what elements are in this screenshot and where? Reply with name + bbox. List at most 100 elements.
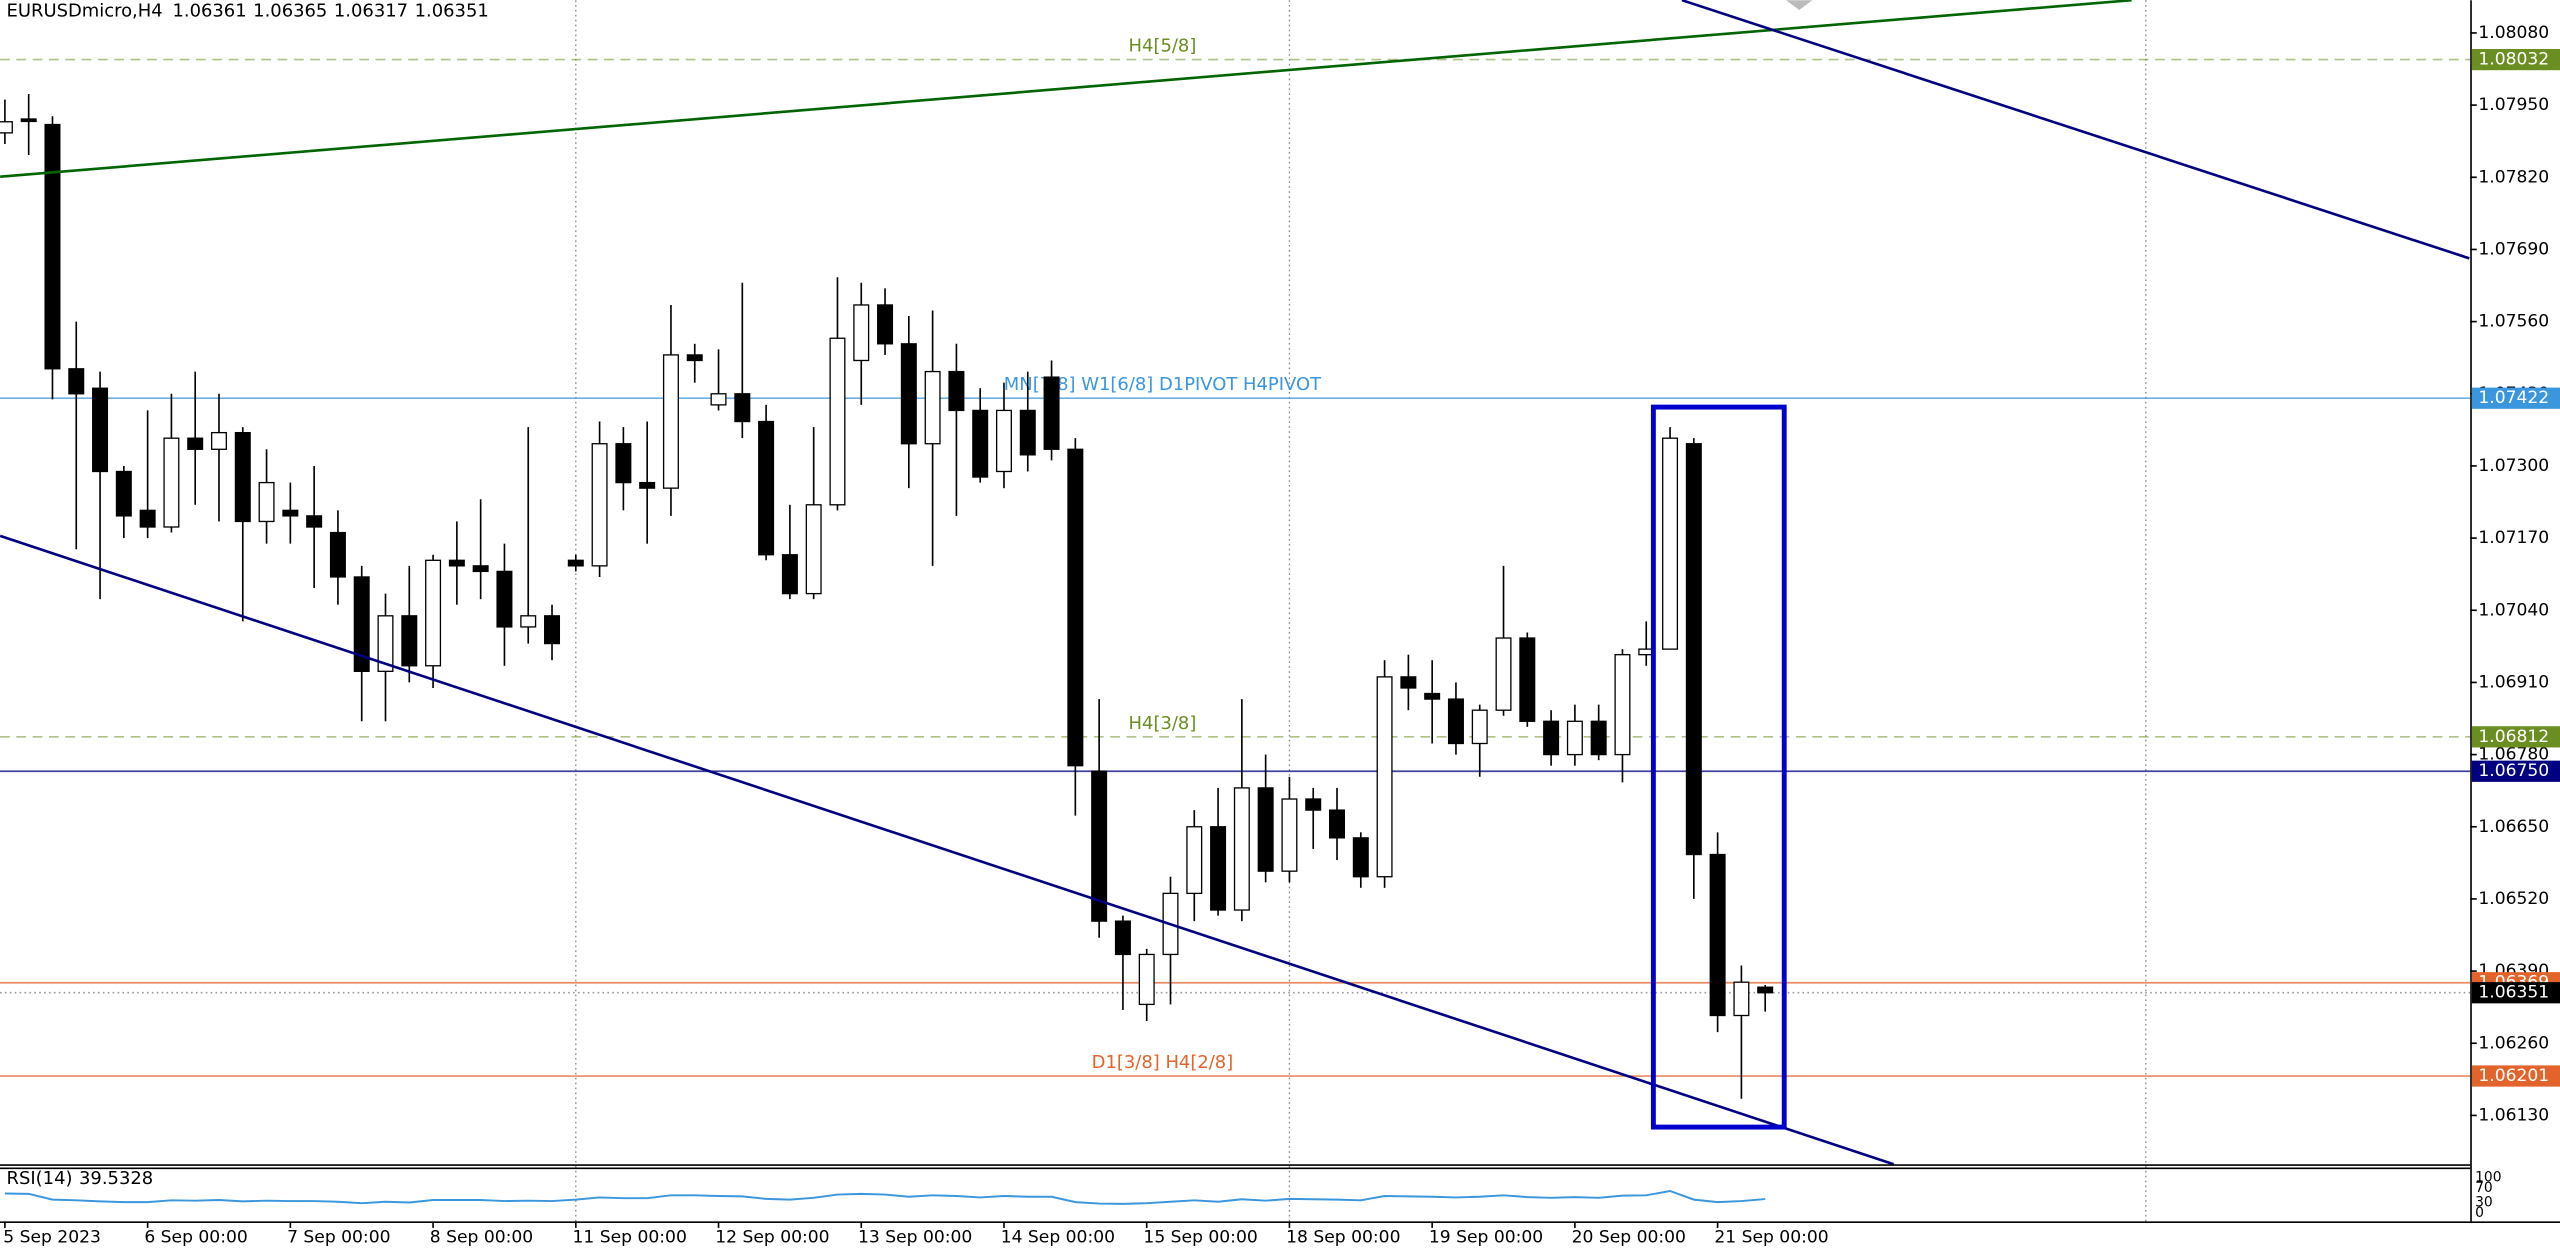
price-box-label: 1.06812 [2478, 727, 2549, 747]
candle-body [329, 531, 346, 578]
last-high: 1.06365 [253, 1, 327, 22]
price-box-label: 1.08032 [2478, 50, 2549, 70]
rsi-value: 39.5328 [79, 1168, 153, 1189]
level-label: MN[7/8] W1[6/8] D1PIVOT H4PIVOT [1004, 374, 1322, 395]
rsi-line [4, 1189, 1766, 1205]
rsi-tick-label: 30 [2475, 1194, 2493, 1210]
candle-body [472, 565, 489, 573]
rsi-label: RSI(14) 39.5328 [7, 1168, 154, 1189]
object-marker [1786, 0, 1813, 10]
price-box [2471, 387, 2560, 409]
levels: H4[5/8] MN[7/8] W1[6/8] D1PIVOT H4PIVOT H4… [0, 36, 2471, 1077]
level-label: D1[3/8] H4[2/8] [1092, 1052, 1234, 1073]
x-tick-label: 19 Sep 00:00 [1429, 1228, 1543, 1248]
candle-body [115, 470, 132, 517]
level-label: H4[3/8] [1129, 713, 1197, 734]
x-tick-label: 20 Sep 00:00 [1572, 1228, 1686, 1248]
candle-body [20, 118, 37, 123]
candle-body [758, 420, 775, 556]
y-tick-label: 1.07560 [2478, 312, 2549, 332]
price-box-label: 1.06750 [2478, 761, 2549, 781]
candle-body [853, 304, 870, 362]
candle-body [1186, 826, 1203, 895]
candle-body [1471, 709, 1488, 745]
candle-body [1400, 676, 1417, 689]
highlight-rectangle [1650, 404, 1787, 1130]
y-tick-label: 1.08080 [2478, 23, 2549, 43]
trend-line [0, 534, 1895, 1166]
y-tick-label: 1.07170 [2478, 528, 2549, 548]
candle-body [591, 443, 608, 567]
x-tick-label: 18 Sep 00:00 [1286, 1228, 1400, 1248]
price-box [2471, 760, 2560, 782]
candle-body [900, 343, 917, 445]
candle-body [234, 431, 251, 523]
price-axis-bg [2470, 0, 2560, 1251]
candle-body [1114, 920, 1131, 956]
y-tick-label: 1.06260 [2478, 1033, 2549, 1053]
candle-body [1519, 637, 1536, 722]
candle-body [1067, 448, 1084, 767]
candle-body [1043, 376, 1060, 450]
candle-body [829, 337, 846, 506]
y-tick-label: 1.07820 [2478, 167, 2549, 187]
candle-body [210, 431, 227, 450]
x-tick-label: 21 Sep 00:00 [1714, 1228, 1828, 1248]
candle-body [1685, 443, 1702, 856]
candle-body [1210, 826, 1227, 911]
candle-body [1376, 676, 1393, 878]
price-box-label: 1.07422 [2478, 388, 2549, 408]
price-box-label: 1.06201 [2478, 1066, 2549, 1086]
candle-body [662, 354, 679, 489]
x-tick-label: 12 Sep 00:00 [715, 1228, 829, 1248]
candle-body [0, 121, 13, 134]
last-open: 1.06361 [172, 1, 246, 22]
x-tick-label: 8 Sep 00:00 [430, 1228, 533, 1248]
candle-body [258, 481, 275, 523]
candle-body [1662, 437, 1679, 650]
candle-body [1019, 409, 1036, 456]
trend-line [1681, 0, 2470, 260]
candle-body [924, 370, 941, 445]
candle-body [139, 509, 156, 528]
candle-body [615, 443, 632, 484]
candle-body [1305, 798, 1322, 811]
axes: 1.08080 1.07950 1.07820 1.07690 1.07560 1.074… [3, 23, 2549, 1248]
candle-body [805, 504, 822, 595]
candle-body [781, 554, 798, 595]
price-box-label: 1.06351 [2478, 983, 2549, 1003]
candle-body [448, 559, 465, 567]
candle-body [1233, 787, 1250, 911]
rsi-title: RSI(14) [7, 1168, 73, 1189]
last-close: 1.06351 [415, 1, 489, 22]
candle-body [1543, 720, 1560, 756]
y-tick-label: 1.06650 [2478, 817, 2549, 837]
candle-body [68, 368, 85, 395]
candle-body [401, 615, 418, 667]
candle-body [425, 559, 442, 667]
candle-body [972, 409, 989, 478]
x-tick-label: 13 Sep 00:00 [858, 1228, 972, 1248]
y-tick-label: 1.06910 [2478, 672, 2549, 692]
x-tick-label: 7 Sep 00:00 [287, 1228, 390, 1248]
candle-body [1757, 986, 1774, 994]
x-tick-label: 5 Sep 2023 [3, 1228, 101, 1248]
candle-body [187, 437, 204, 450]
y-tick-label: 1.07040 [2478, 600, 2549, 620]
y-tick-label: 1.06780 [2478, 745, 2549, 765]
candle-body [1424, 692, 1441, 700]
price-box [2471, 48, 2560, 71]
candle-body [1566, 720, 1583, 756]
y-tick-label: 1.06130 [2478, 1105, 2549, 1125]
candle-body [948, 370, 965, 412]
symbol: EURUSDmicro,H4 [7, 1, 163, 22]
candle-body [1329, 809, 1346, 839]
level-label: H4[5/8] [1129, 36, 1197, 57]
trend-line [0, 0, 2132, 179]
rsi-tick-label: 70 [2475, 1180, 2493, 1196]
candles [0, 94, 1774, 1099]
candle-body [377, 615, 394, 672]
